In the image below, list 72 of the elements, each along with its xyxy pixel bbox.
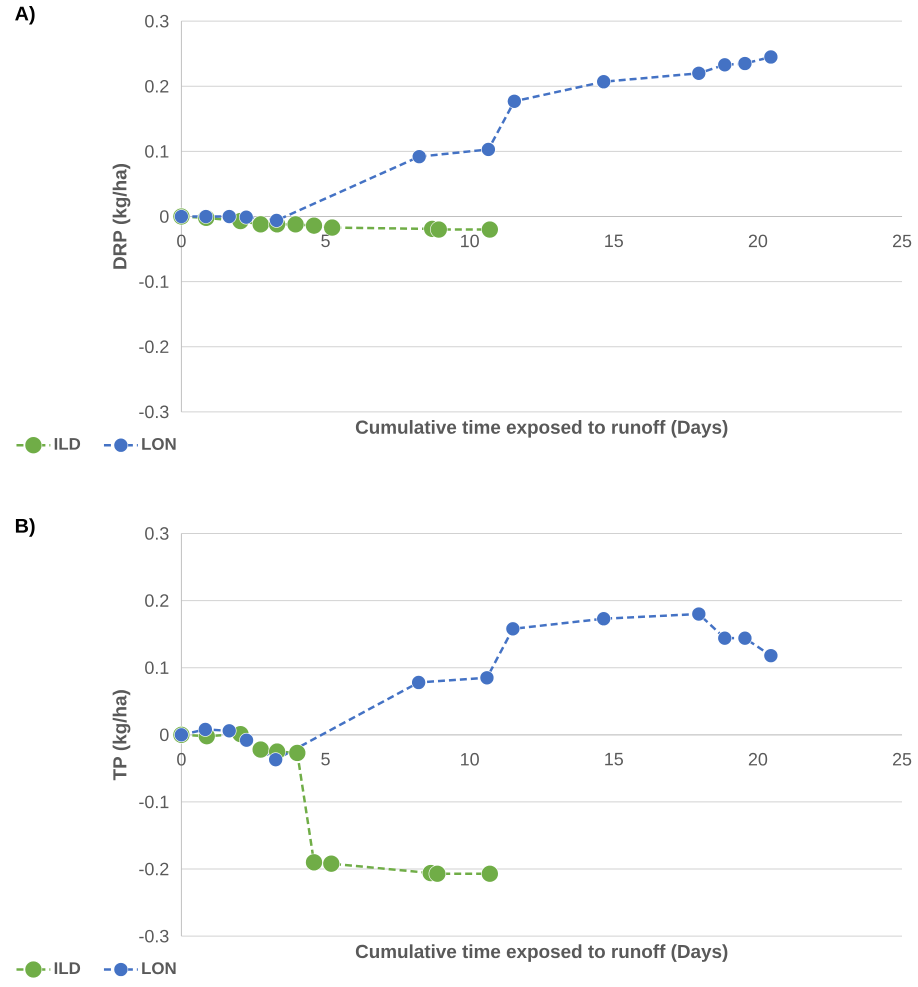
chart-title: A) <box>15 6 35 24</box>
x-tick-label: 15 <box>605 752 623 766</box>
y-tick-label: 0.1 <box>145 145 168 158</box>
point <box>718 58 732 72</box>
point <box>764 50 778 64</box>
x-tick-label: 10 <box>461 752 479 766</box>
y-tick-label: -0.3 <box>139 406 169 418</box>
point <box>692 66 706 81</box>
point <box>198 209 214 224</box>
x-tick-label: 25 <box>893 752 912 766</box>
x-tick-label: 5 <box>321 752 330 766</box>
point <box>411 675 426 690</box>
legend-label: LON <box>142 962 176 974</box>
point <box>412 149 427 164</box>
x-tick-label: 5 <box>321 234 330 248</box>
point <box>507 94 522 109</box>
x-tick-label: 20 <box>748 752 768 766</box>
point <box>286 216 304 234</box>
point <box>764 648 778 663</box>
point <box>222 209 237 224</box>
point <box>323 218 341 236</box>
point <box>738 630 752 646</box>
point <box>305 216 323 234</box>
y-tick-label: 0.1 <box>145 661 168 674</box>
x-axis-title: Cumulative time exposed to runoff (Days) <box>356 420 728 438</box>
x-tick-label: 0 <box>177 752 186 766</box>
y-axis-title: DRP (kg/ha) <box>112 164 130 269</box>
point <box>268 752 283 767</box>
point <box>596 74 611 90</box>
legend-label: ILD <box>54 962 80 974</box>
y-tick-label: 0 <box>160 210 169 223</box>
point <box>305 854 323 872</box>
y-tick-label: -0.2 <box>139 862 168 876</box>
point <box>481 142 496 157</box>
point <box>481 864 499 883</box>
chart-title: B) <box>16 518 35 537</box>
point <box>480 670 494 686</box>
y-tick-label: -0.1 <box>139 796 168 808</box>
legend-label: ILD <box>54 438 80 450</box>
point <box>288 744 306 762</box>
point <box>506 622 520 636</box>
point <box>222 724 237 738</box>
point <box>428 864 446 883</box>
y-tick-label: 0.3 <box>145 527 169 540</box>
x-tick-label: 0 <box>177 234 186 248</box>
point <box>239 732 254 748</box>
y-tick-label: -0.2 <box>139 340 168 354</box>
y-tick-label: 0.3 <box>145 14 169 28</box>
x-tick-label: 25 <box>893 234 912 248</box>
point <box>718 630 732 646</box>
x-axis-title: Cumulative time exposed to runoff (Days) <box>356 944 728 962</box>
y-tick-label: 0.2 <box>145 594 168 607</box>
point <box>481 220 499 238</box>
y-tick-label: -0.3 <box>139 930 169 942</box>
point <box>239 210 254 224</box>
point <box>269 213 284 228</box>
point <box>738 56 752 71</box>
point <box>198 722 213 737</box>
x-tick-label: 10 <box>461 234 479 248</box>
point <box>692 606 706 622</box>
legend-label: LON <box>142 438 176 450</box>
y-tick-label: -0.1 <box>139 275 168 288</box>
y-tick-label: 0.2 <box>145 80 168 93</box>
point <box>252 740 270 758</box>
point <box>430 220 448 238</box>
point <box>252 216 270 234</box>
y-axis-title: TP (kg/ha) <box>112 690 130 780</box>
y-tick-label: 0 <box>160 728 169 742</box>
point <box>596 611 611 626</box>
point <box>322 854 340 872</box>
x-tick-label: 20 <box>748 234 768 248</box>
x-tick-label: 15 <box>605 234 623 248</box>
